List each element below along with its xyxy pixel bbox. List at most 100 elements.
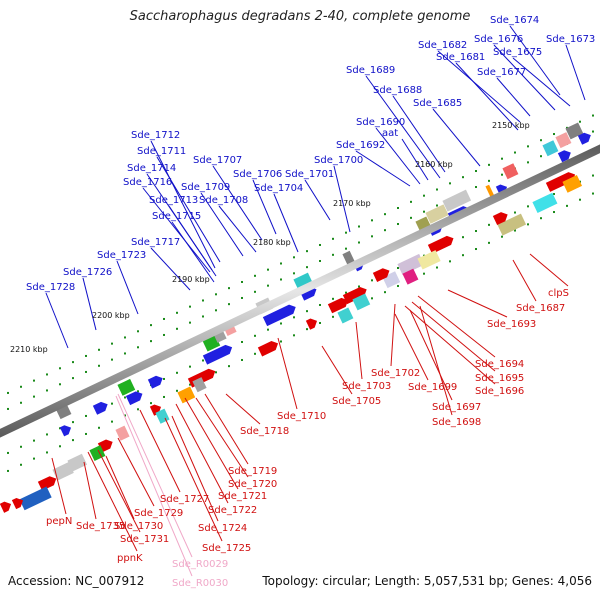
track-dot: [319, 321, 321, 324]
gene-label[interactable]: Sde_1713: [149, 195, 198, 206]
gene-label[interactable]: Sde_1729: [134, 508, 183, 519]
gene-block: [555, 132, 572, 149]
gene-label[interactable]: Sde_1711: [137, 146, 186, 157]
gene-label-leader: [218, 205, 257, 253]
rna-label[interactable]: Sde_R0030: [172, 578, 228, 589]
gene-label[interactable]: Sde_1709: [181, 182, 230, 193]
gene-label[interactable]: clpS: [548, 288, 569, 299]
gene-arrow: [92, 401, 108, 415]
track-dot: [592, 174, 594, 177]
track-dot: [306, 250, 308, 253]
gene-label[interactable]: Sde_1677: [477, 67, 526, 78]
gene-label[interactable]: Sde_1681: [436, 52, 485, 63]
track-dot: [475, 170, 477, 173]
gene-label[interactable]: Sde_1716: [123, 177, 172, 188]
gene-label-leader: [150, 140, 216, 269]
gene-label[interactable]: Sde_1710: [277, 411, 326, 422]
track-dot: [241, 340, 243, 343]
gene-label[interactable]: Sde_1706: [233, 169, 282, 180]
gene-label-leader: [97, 449, 141, 533]
gene-label[interactable]: Sde_1698: [432, 417, 481, 428]
gene-label-leader: [432, 108, 481, 167]
track-dot: [280, 340, 282, 343]
gene-label[interactable]: Sde_1723: [97, 250, 146, 261]
gene-label[interactable]: Sde_1705: [332, 396, 381, 407]
gene-label[interactable]: Sde_1675: [493, 47, 542, 58]
gene-label[interactable]: Sde_1707: [193, 155, 242, 166]
gene-label[interactable]: Sde_1676: [474, 34, 523, 45]
gene-label[interactable]: Sde_1715: [152, 211, 201, 222]
gene-label[interactable]: Sde_1726: [63, 267, 112, 278]
gene-label[interactable]: Sde_1702: [371, 368, 420, 379]
track-dot: [163, 395, 165, 398]
gene-label[interactable]: Sde_1693: [487, 319, 536, 330]
gene-label-leader: [83, 461, 97, 520]
track-dot: [475, 186, 477, 189]
gene-label[interactable]: Sde_1696: [475, 386, 524, 397]
gene-label[interactable]: Sde_1735: [76, 521, 125, 532]
track-dot: [215, 309, 217, 312]
gene-label[interactable]: aat: [382, 128, 398, 139]
gene-arrow: [327, 297, 349, 314]
gene-label[interactable]: Sde_1721: [218, 491, 267, 502]
gene-label-leader: [175, 403, 229, 504]
track-dot: [20, 385, 22, 388]
gene-label-leader: [404, 305, 496, 385]
gene-label[interactable]: Sde_1725: [202, 543, 251, 554]
gene-label[interactable]: Sde_1724: [198, 523, 247, 534]
gene-label[interactable]: Sde_1700: [314, 155, 363, 166]
gene-label-leader: [529, 253, 569, 287]
track-dot: [150, 402, 152, 405]
gene-label[interactable]: pepN: [46, 516, 72, 527]
gene-label-leader: [409, 309, 453, 401]
gene-label[interactable]: Sde_1689: [346, 65, 395, 76]
gene-label[interactable]: Sde_1718: [240, 426, 289, 437]
gene-label[interactable]: Sde_1697: [432, 402, 481, 413]
label-leaders: [45, 25, 586, 577]
gene-label[interactable]: ppnK: [117, 553, 143, 564]
gene-label[interactable]: Sde_1708: [199, 195, 248, 206]
gene-label[interactable]: Sde_1682: [418, 40, 467, 51]
gene-label[interactable]: Sde_1694: [475, 359, 524, 370]
gene-label-leader: [171, 415, 219, 522]
gene-label[interactable]: Sde_1703: [342, 381, 391, 392]
gene-label[interactable]: Sde_1722: [208, 505, 257, 516]
kbp-label: 2180 kbp: [253, 238, 291, 247]
gene-label[interactable]: Sde_1673: [546, 34, 595, 45]
gene-label[interactable]: Sde_1719: [228, 466, 277, 477]
gene-label[interactable]: Sde_1687: [516, 303, 565, 314]
gene-block: [19, 486, 52, 511]
rna-label[interactable]: Sde_R0029: [172, 559, 228, 570]
gene-label[interactable]: Sde_1699: [408, 382, 457, 393]
gene-label[interactable]: Sde_1692: [336, 140, 385, 151]
gene-label[interactable]: Sde_1685: [413, 98, 462, 109]
gene-block: [337, 307, 354, 324]
gene-label[interactable]: Sde_1730: [114, 521, 163, 532]
track-dot: [514, 151, 516, 154]
track-dot: [228, 303, 230, 306]
gene-label[interactable]: Sde_1712: [131, 130, 180, 141]
gene-label[interactable]: Sde_1701: [285, 169, 334, 180]
gene-label[interactable]: Sde_1704: [254, 183, 303, 194]
track-dot: [254, 290, 256, 293]
track-dot: [150, 340, 152, 343]
gene-label[interactable]: Sde_1690: [356, 117, 405, 128]
gene-label[interactable]: Sde_1674: [490, 15, 539, 26]
gene-label[interactable]: Sde_1717: [131, 237, 180, 248]
track-dot: [397, 285, 399, 288]
track-dot: [7, 391, 9, 394]
track-dot: [228, 365, 230, 368]
gene-label[interactable]: Sde_1720: [228, 479, 277, 490]
gene-label-leader: [496, 77, 531, 117]
gene-label[interactable]: Sde_1731: [120, 534, 169, 545]
gene-label-leader: [411, 301, 496, 372]
track-dot: [20, 445, 22, 448]
gene-label[interactable]: Sde_1727: [160, 494, 209, 505]
gene-label-leader: [417, 295, 496, 358]
track-dot: [579, 198, 581, 201]
gene-label[interactable]: Sde_1695: [475, 373, 524, 384]
gene-label[interactable]: Sde_1714: [127, 163, 176, 174]
gene-label[interactable]: Sde_1728: [26, 282, 75, 293]
track-dot: [85, 354, 87, 357]
gene-label[interactable]: Sde_1688: [373, 85, 422, 96]
